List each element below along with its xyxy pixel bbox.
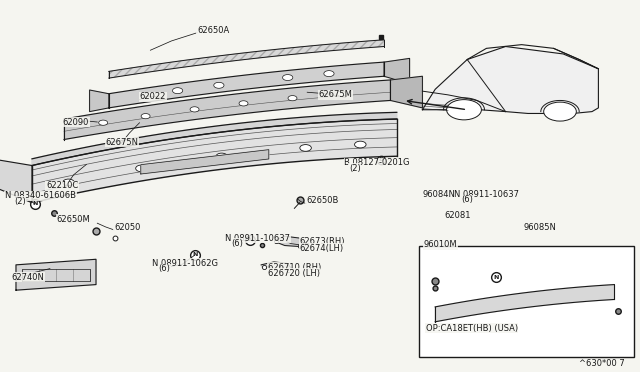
Text: 62210C: 62210C (46, 182, 78, 190)
Polygon shape (32, 119, 397, 203)
Circle shape (190, 107, 199, 112)
Circle shape (141, 113, 150, 119)
Polygon shape (109, 62, 384, 108)
Text: N 08911-1062G: N 08911-1062G (152, 259, 218, 268)
Circle shape (355, 141, 366, 148)
Text: OP:CA18ET(HB) (USA): OP:CA18ET(HB) (USA) (426, 324, 518, 333)
Text: N: N (493, 275, 499, 280)
Text: 626710 (RH): 626710 (RH) (268, 263, 321, 272)
Text: 62675M: 62675M (319, 90, 353, 99)
Text: (2): (2) (14, 197, 26, 206)
Polygon shape (0, 158, 32, 203)
Circle shape (447, 100, 481, 120)
Text: N: N (33, 201, 38, 206)
Circle shape (283, 74, 293, 80)
Text: 62050: 62050 (114, 223, 140, 232)
Text: 62081: 62081 (445, 211, 471, 219)
Text: 62650M: 62650M (56, 215, 90, 224)
Polygon shape (384, 58, 410, 84)
Text: (6): (6) (232, 239, 244, 248)
Text: (6): (6) (159, 264, 171, 273)
Text: (6): (6) (461, 195, 473, 204)
Text: 62650A: 62650A (197, 26, 229, 35)
Text: 96010M: 96010M (424, 240, 458, 249)
Polygon shape (141, 150, 269, 174)
FancyBboxPatch shape (419, 246, 634, 357)
Text: B: B (378, 157, 383, 163)
Circle shape (99, 120, 108, 125)
Text: N: N (193, 252, 198, 257)
Polygon shape (16, 259, 96, 290)
Circle shape (63, 179, 74, 186)
Circle shape (288, 96, 297, 101)
Polygon shape (422, 46, 598, 113)
Circle shape (300, 145, 311, 151)
Polygon shape (32, 112, 397, 166)
Text: 626720 (LH): 626720 (LH) (268, 269, 319, 278)
Polygon shape (64, 80, 390, 140)
Polygon shape (109, 40, 384, 78)
Text: 62674(LH): 62674(LH) (300, 244, 344, 253)
Polygon shape (435, 285, 614, 322)
Text: 62673(RH): 62673(RH) (300, 237, 345, 246)
Text: 96085N: 96085N (524, 223, 556, 232)
Circle shape (216, 153, 227, 160)
Polygon shape (275, 236, 304, 247)
Text: B 08127-0201G: B 08127-0201G (344, 158, 410, 167)
Polygon shape (261, 262, 291, 271)
Text: 62740N: 62740N (12, 273, 44, 282)
Text: (2): (2) (349, 164, 360, 173)
Text: N: N (247, 237, 252, 243)
Circle shape (324, 71, 334, 77)
Polygon shape (390, 76, 422, 108)
Circle shape (214, 82, 224, 88)
Circle shape (337, 91, 346, 96)
Text: N 08911-10637: N 08911-10637 (454, 190, 520, 199)
Circle shape (543, 102, 577, 121)
Text: 62090: 62090 (63, 118, 89, 126)
Text: ^630*00 7: ^630*00 7 (579, 359, 625, 368)
Text: 96084N: 96084N (422, 190, 455, 199)
Polygon shape (90, 90, 109, 112)
Circle shape (239, 101, 248, 106)
Text: N 08911-10637: N 08911-10637 (225, 234, 291, 243)
Circle shape (136, 165, 147, 172)
Circle shape (172, 88, 183, 94)
Text: 62022: 62022 (140, 92, 166, 101)
Text: 62675N: 62675N (106, 138, 139, 147)
Text: N 08340-61606B: N 08340-61606B (5, 191, 76, 200)
Text: 62650B: 62650B (306, 196, 339, 205)
